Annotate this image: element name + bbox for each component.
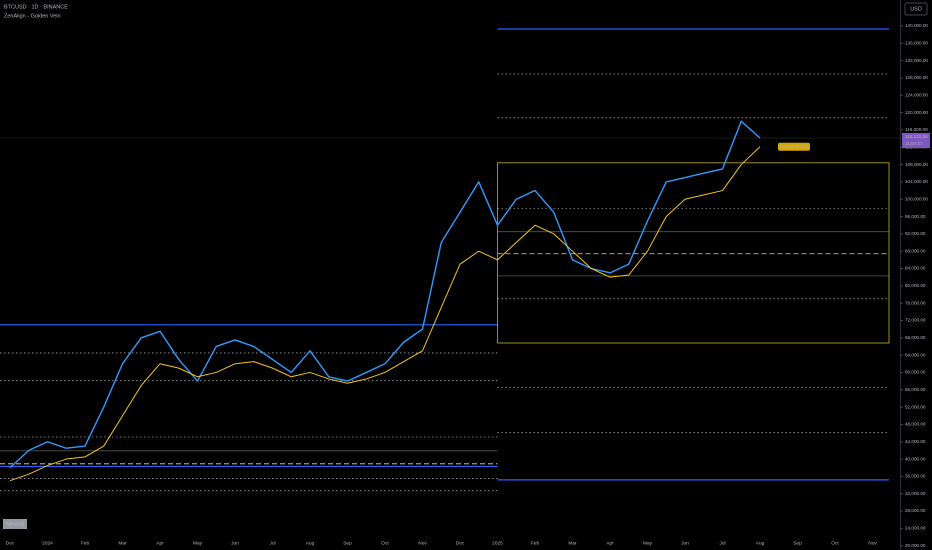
y-tick-label: 100,000.00 bbox=[905, 196, 928, 201]
x-tick-label: Oct bbox=[831, 540, 839, 546]
y-tick-label: 84,000.00 bbox=[905, 266, 926, 271]
y-tick-label: 96,000.00 bbox=[905, 214, 926, 219]
x-tick-label: Aug bbox=[756, 540, 765, 546]
y-tick-label: 140,000.00 bbox=[905, 23, 928, 28]
y-tick-label: 20,000.00 bbox=[905, 543, 926, 548]
series-line bbox=[9, 146, 761, 482]
x-tick-label: Jun bbox=[681, 540, 689, 546]
vein-label: 112104.38 Vein bbox=[780, 144, 809, 149]
x-tick-label: Jun bbox=[231, 540, 239, 546]
state-badge bbox=[3, 519, 27, 529]
y-tick-label: 104,000.00 bbox=[905, 179, 928, 184]
x-tick-label: Sep bbox=[343, 540, 352, 546]
y-tick-label: 132,000.00 bbox=[905, 58, 928, 63]
x-tick-label: Feb bbox=[81, 540, 90, 546]
series-line bbox=[9, 120, 761, 469]
countdown-label: 11:57:27 bbox=[905, 141, 923, 146]
x-tick-label: Apr bbox=[156, 540, 164, 546]
y-tick-label: 40,000.00 bbox=[905, 456, 926, 461]
x-tick-label: May bbox=[193, 540, 203, 546]
y-tick-label: 80,000.00 bbox=[905, 283, 926, 288]
x-tick-label: Aug bbox=[306, 540, 315, 546]
x-tick-label: Nov bbox=[868, 540, 877, 546]
last-price-tag bbox=[902, 133, 930, 149]
x-tick-label: Apr bbox=[606, 540, 614, 546]
y-tick-label: 28,000.00 bbox=[905, 508, 926, 513]
y-tick-label: 136,000.00 bbox=[905, 41, 928, 46]
x-tick-label: Mar bbox=[568, 540, 577, 546]
symbol-title: BTCUSD · 1D · BINANCE bbox=[4, 4, 68, 10]
currency-label[interactable]: USD bbox=[910, 6, 922, 12]
y-tick-label: 76,000.00 bbox=[905, 300, 926, 305]
x-tick-label: Nov bbox=[418, 540, 427, 546]
y-tick-label: 32,000.00 bbox=[905, 491, 926, 496]
y-tick-label: 48,000.00 bbox=[905, 422, 926, 427]
y-tick-label: 72,000.00 bbox=[905, 318, 926, 323]
currency-button[interactable] bbox=[904, 2, 928, 16]
state-label: Neutral bbox=[6, 521, 24, 527]
x-tick-label: 2025 bbox=[492, 540, 503, 546]
x-tick-label: Oct bbox=[381, 540, 389, 546]
x-tick-label: Mar bbox=[118, 540, 127, 546]
y-tick-label: 24,000.00 bbox=[905, 526, 926, 531]
last-price-label: 114,132.86 bbox=[905, 134, 928, 139]
y-tick-label: 124,000.00 bbox=[905, 92, 928, 97]
x-tick-label: 2024 bbox=[42, 540, 53, 546]
y-tick-label: 120,000.00 bbox=[905, 110, 928, 115]
x-tick-label: Dec bbox=[456, 540, 465, 546]
x-tick-label: Feb bbox=[531, 540, 540, 546]
y-tick-label: 52,000.00 bbox=[905, 404, 926, 409]
y-tick-label: 108,000.00 bbox=[905, 162, 928, 167]
x-tick-label: Jul bbox=[269, 540, 275, 546]
y-tick-label: 64,000.00 bbox=[905, 352, 926, 357]
y-tick-label: 68,000.00 bbox=[905, 335, 926, 340]
x-tick-label: May bbox=[643, 540, 653, 546]
x-tick-label: Dec bbox=[6, 540, 15, 546]
y-tick-label: 36,000.00 bbox=[905, 474, 926, 479]
y-tick-label: 44,000.00 bbox=[905, 439, 926, 444]
y-tick-label: 116,000.00 bbox=[905, 127, 928, 132]
y-tick-label: 60,000.00 bbox=[905, 370, 926, 375]
y-tick-label: 92,000.00 bbox=[905, 231, 926, 236]
x-tick-label: Sep bbox=[793, 540, 802, 546]
y-tick-label: 128,000.00 bbox=[905, 75, 928, 80]
vein-tag bbox=[778, 142, 810, 151]
x-tick-label: Jul bbox=[719, 540, 725, 546]
range-box bbox=[497, 162, 890, 344]
y-tick-label: 88,000.00 bbox=[905, 248, 926, 253]
y-tick-label: 56,000.00 bbox=[905, 387, 926, 392]
indicator-title: ZenAlign - Golden Vein bbox=[4, 13, 61, 19]
